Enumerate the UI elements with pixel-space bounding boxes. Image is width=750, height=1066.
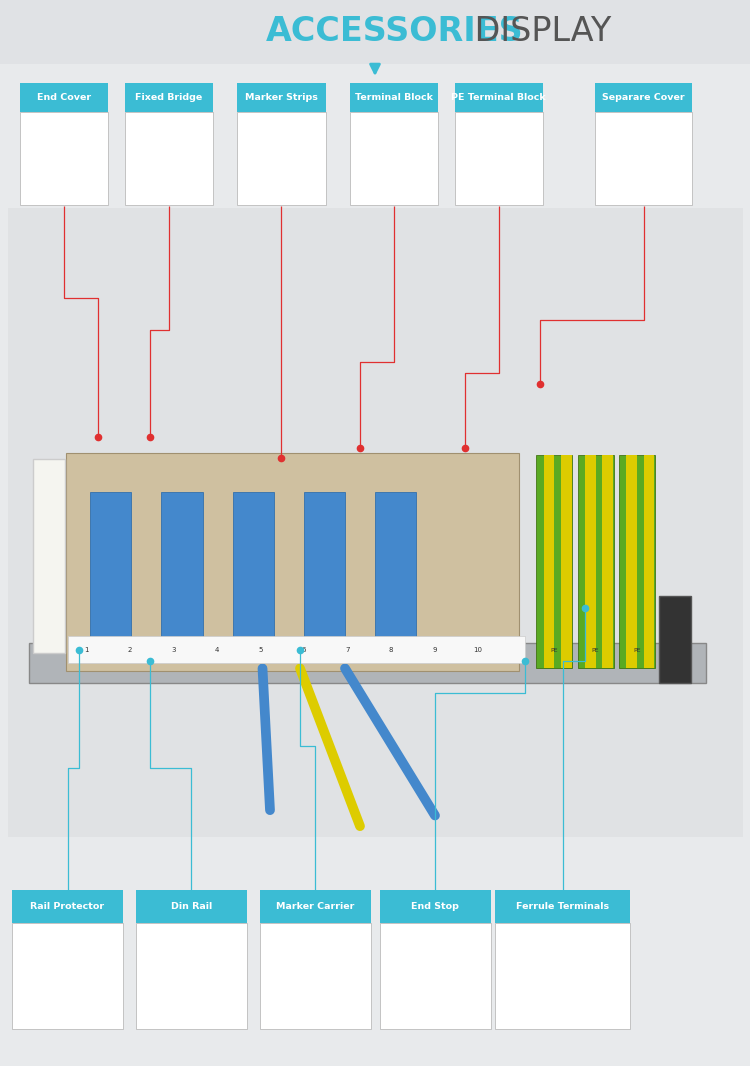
Text: Marker Strips: Marker Strips <box>244 93 318 102</box>
FancyBboxPatch shape <box>29 643 706 683</box>
FancyBboxPatch shape <box>619 455 655 668</box>
Text: 5: 5 <box>258 647 262 653</box>
Text: 9: 9 <box>432 647 436 653</box>
FancyBboxPatch shape <box>232 492 274 642</box>
Text: 7: 7 <box>345 647 350 653</box>
FancyBboxPatch shape <box>644 455 654 668</box>
Text: 8: 8 <box>388 647 393 653</box>
FancyBboxPatch shape <box>375 492 416 642</box>
FancyBboxPatch shape <box>454 112 543 205</box>
FancyBboxPatch shape <box>304 492 345 642</box>
Text: 2: 2 <box>128 647 132 653</box>
Text: PE: PE <box>550 648 558 652</box>
FancyBboxPatch shape <box>602 455 613 668</box>
Text: 10: 10 <box>473 647 482 653</box>
FancyBboxPatch shape <box>595 112 692 205</box>
FancyBboxPatch shape <box>626 455 637 668</box>
Text: Fixed Bridge: Fixed Bridge <box>135 93 202 102</box>
FancyBboxPatch shape <box>12 923 123 1029</box>
Text: 3: 3 <box>171 647 176 653</box>
FancyBboxPatch shape <box>20 112 108 205</box>
Text: PE: PE <box>592 648 599 652</box>
FancyBboxPatch shape <box>0 0 750 64</box>
FancyBboxPatch shape <box>237 112 326 205</box>
FancyBboxPatch shape <box>136 923 247 1029</box>
FancyBboxPatch shape <box>260 890 370 923</box>
FancyBboxPatch shape <box>237 83 326 112</box>
FancyBboxPatch shape <box>350 83 438 112</box>
Text: Marker Carrier: Marker Carrier <box>276 902 354 911</box>
FancyBboxPatch shape <box>585 455 596 668</box>
Text: 1: 1 <box>84 647 88 653</box>
Text: Rail Protector: Rail Protector <box>31 902 104 911</box>
FancyBboxPatch shape <box>495 890 630 923</box>
FancyBboxPatch shape <box>124 112 213 205</box>
Text: ACCESSORIES: ACCESSORIES <box>266 16 524 48</box>
Text: DISPLAY: DISPLAY <box>464 16 610 48</box>
Text: PE: PE <box>633 648 640 652</box>
Text: Separare Cover: Separare Cover <box>602 93 685 102</box>
FancyBboxPatch shape <box>659 596 691 683</box>
FancyBboxPatch shape <box>8 208 742 837</box>
FancyBboxPatch shape <box>124 83 213 112</box>
Text: 4: 4 <box>214 647 219 653</box>
FancyBboxPatch shape <box>90 492 131 642</box>
Text: End Cover: End Cover <box>37 93 91 102</box>
FancyBboxPatch shape <box>380 923 490 1029</box>
FancyBboxPatch shape <box>68 636 525 663</box>
Text: Din Rail: Din Rail <box>170 902 211 911</box>
FancyBboxPatch shape <box>20 83 108 112</box>
Text: PE Terminal Block: PE Terminal Block <box>452 93 546 102</box>
FancyBboxPatch shape <box>350 112 438 205</box>
Text: End Stop: End Stop <box>411 902 459 911</box>
FancyBboxPatch shape <box>495 923 630 1029</box>
FancyBboxPatch shape <box>536 455 572 668</box>
FancyBboxPatch shape <box>380 890 490 923</box>
Text: 6: 6 <box>302 647 306 653</box>
Text: Ferrule Terminals: Ferrule Terminals <box>516 902 609 911</box>
FancyBboxPatch shape <box>544 455 554 668</box>
FancyBboxPatch shape <box>454 83 543 112</box>
FancyBboxPatch shape <box>12 890 123 923</box>
FancyBboxPatch shape <box>595 83 692 112</box>
FancyBboxPatch shape <box>260 923 370 1029</box>
FancyBboxPatch shape <box>578 455 614 668</box>
FancyBboxPatch shape <box>136 890 247 923</box>
FancyBboxPatch shape <box>561 455 572 668</box>
FancyBboxPatch shape <box>161 492 202 642</box>
FancyBboxPatch shape <box>33 459 64 653</box>
Text: Terminal Block: Terminal Block <box>355 93 433 102</box>
FancyBboxPatch shape <box>66 453 519 671</box>
